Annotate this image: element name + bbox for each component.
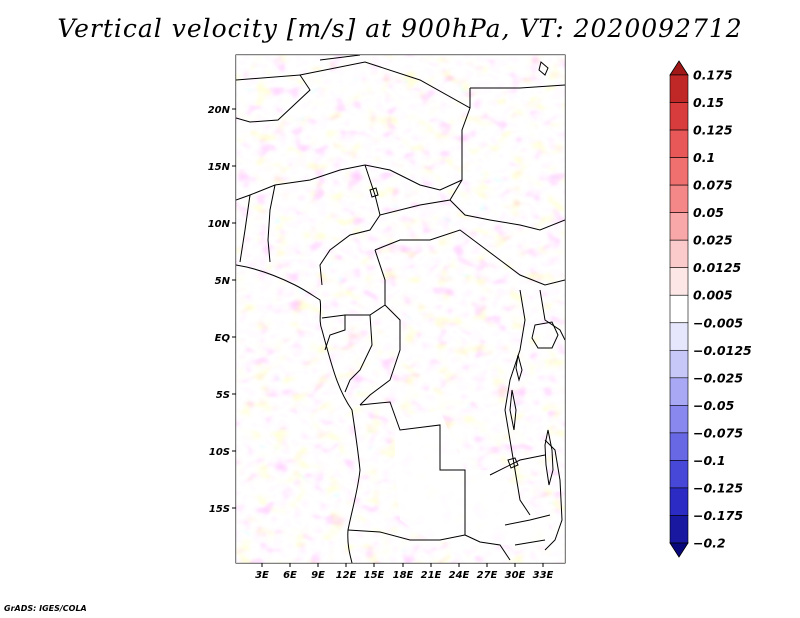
colorbar-label: −0.2	[693, 536, 726, 551]
lat-label: EQ	[215, 333, 231, 344]
map-panel	[232, 54, 566, 567]
lakes	[369, 61, 559, 486]
colorbar-segment	[669, 239, 689, 269]
chart-title: Vertical velocity [m/s] at 900hPa, VT: 2…	[57, 14, 743, 43]
lon-label: 18E	[393, 570, 414, 581]
lon-label: 30E	[505, 570, 526, 581]
colorbar-label: −0.0125	[693, 343, 752, 358]
colorbar-label: 0.075	[693, 178, 733, 193]
borders	[236, 55, 565, 563]
calm-region	[395, 410, 560, 545]
colorbar-segment	[669, 212, 689, 241]
colorbar-segment	[669, 349, 689, 379]
colorbar-label: 0.0125	[693, 260, 742, 275]
lat-label: 5N	[215, 276, 231, 287]
colorbar-label: −0.075	[693, 425, 743, 440]
colorbar-segment	[669, 405, 689, 434]
colorbar-segment	[669, 487, 689, 516]
lon-label: 24E	[449, 570, 470, 581]
lat-label: 5S	[216, 390, 230, 401]
colorbar-label: −0.05	[693, 398, 735, 413]
colorbar-segment	[669, 157, 689, 186]
lat-label: 20N	[208, 105, 231, 116]
credit-text: GrADS: IGES/COLA	[4, 604, 87, 613]
lon-label: 9E	[311, 570, 325, 581]
lon-label: 21E	[421, 570, 442, 581]
colorbar-label: −0.175	[693, 508, 743, 523]
colorbar-segment	[669, 377, 689, 406]
colorbar-segment	[669, 294, 689, 324]
axis-ticks	[232, 108, 544, 567]
lat-label: 10S	[209, 447, 230, 458]
colorbar-label: 0.175	[693, 68, 733, 83]
colorbar-label: 0.125	[693, 123, 733, 138]
lon-label: 12E	[336, 570, 357, 581]
lon-label: 15E	[364, 570, 385, 581]
colorbar-label: 0.1	[693, 150, 715, 165]
colorbar-label: −0.025	[693, 370, 743, 385]
colorbar-label: 0.05	[693, 205, 724, 220]
colorbar-segment	[669, 102, 689, 131]
lat-label: 15S	[209, 504, 230, 515]
colorbar-label: −0.005	[693, 315, 743, 330]
colorbar-label: 0.025	[693, 233, 733, 248]
colorbar-segment	[669, 184, 689, 213]
lon-label: 3E	[255, 570, 269, 581]
longitude-labels: 3E 6E 9E 12E 15E 18E 21E 24E 27E 30E 33E	[255, 570, 553, 581]
colorbar-segment	[669, 129, 689, 158]
colorbar-label: 0.005	[693, 288, 733, 303]
colorbar-segment	[669, 432, 689, 461]
colorbar-label: −0.125	[693, 480, 743, 495]
lat-label: 15N	[208, 162, 231, 173]
colorbar-segment	[669, 460, 689, 489]
lon-label: 27E	[477, 570, 498, 581]
colorbar-label: −0.1	[693, 453, 726, 468]
colorbar-segment	[669, 74, 689, 103]
lon-label: 33E	[533, 570, 554, 581]
colorbar-segment	[669, 267, 689, 296]
colorbar-segment	[669, 515, 689, 544]
colorbar-top-arrow	[669, 60, 689, 76]
colorbar-segment	[669, 322, 689, 351]
colorbar-bottom-arrow	[669, 542, 689, 558]
colorbar: 0.175 0.15 0.125 0.1 0.075 0.05 0.025 0.0125 0.0…	[669, 60, 752, 558]
lat-label: 10N	[208, 219, 231, 230]
colorbar-label: 0.15	[693, 95, 724, 110]
latitude-labels: 20N 15N 10N 5N EQ 5S 10S 15S	[208, 105, 231, 515]
lon-label: 6E	[283, 570, 297, 581]
